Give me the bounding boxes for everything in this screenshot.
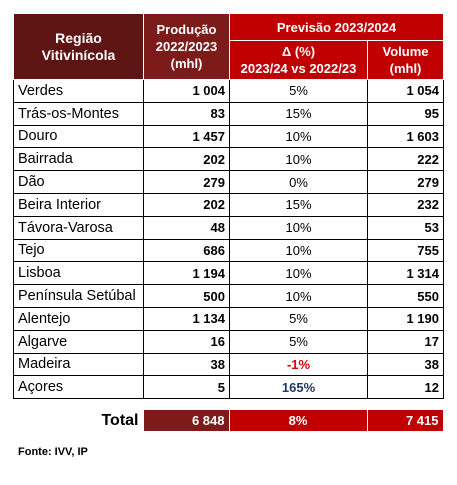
header-line: 2023/24 vs 2022/23 <box>240 61 357 76</box>
region-name: Bairrada <box>13 147 144 172</box>
total-change: 8% <box>228 409 368 432</box>
header-line: 2022/2023 <box>155 39 218 54</box>
production-value: 1 004 <box>143 79 230 103</box>
region-name: Távora-Varosa <box>13 215 144 240</box>
region-name: Verdes <box>13 79 144 103</box>
region-name: Algarve <box>13 329 144 354</box>
production-value: 202 <box>143 192 230 217</box>
data-table: Região Vitivinícola Produção 2022/2023 (mhl… <box>13 13 444 400</box>
production-value: 48 <box>143 215 230 240</box>
change-value: 5% <box>229 329 368 354</box>
volume-value: 1 190 <box>367 306 444 331</box>
table-row: Alentejo 1 134 5% 1 190 <box>13 306 444 331</box>
header-line: Δ (%) <box>281 44 316 59</box>
change-value: -1% <box>229 352 368 377</box>
production-value: 16 <box>143 329 230 354</box>
region-name: Lisboa <box>13 261 144 286</box>
table-row: Península Setúbal 500 10% 550 <box>13 284 444 308</box>
total-volume: 7 415 <box>366 409 444 432</box>
table-row: Verdes 1 004 5% 1 054 <box>13 79 444 103</box>
region-name: Açores <box>13 375 144 400</box>
table-row: Bairrada 202 10% 222 <box>13 147 444 172</box>
region-name: Trás-os-Montes <box>13 101 144 126</box>
volume-value: 755 <box>367 238 444 263</box>
header-volume: Volume (mhl) <box>367 40 444 80</box>
production-value: 202 <box>143 147 230 172</box>
header-region: Região Vitivinícola <box>13 13 144 80</box>
change-value: 10% <box>229 215 368 240</box>
change-value: 15% <box>229 192 368 217</box>
volume-value: 17 <box>367 329 444 354</box>
volume-value: 1 314 <box>367 261 444 286</box>
production-value: 686 <box>143 238 230 263</box>
production-value: 1 134 <box>143 306 230 331</box>
total-table: Total 6 848 8% 7 415 <box>13 409 444 432</box>
table-row: Trás-os-Montes 83 15% 95 <box>13 101 444 126</box>
volume-value: 95 <box>367 101 444 126</box>
table-row: Tejo 686 10% 755 <box>13 238 444 263</box>
production-value: 5 <box>143 375 230 400</box>
change-value: 5% <box>229 306 368 331</box>
table-row: Beira Interior 202 15% 232 <box>13 192 444 217</box>
header-line: Volume <box>382 44 429 59</box>
table-row: Dão 279 0% 279 <box>13 170 444 194</box>
production-value: 279 <box>143 170 230 194</box>
region-name: Península Setúbal <box>13 284 144 308</box>
change-value: 10% <box>229 284 368 308</box>
change-value: 15% <box>229 101 368 126</box>
production-value: 500 <box>143 284 230 308</box>
header-line: Produção <box>156 22 217 37</box>
change-value: 10% <box>229 147 368 172</box>
table-row: Algarve 16 5% 17 <box>13 329 444 354</box>
table-row: Madeira 38 -1% 38 <box>13 352 444 377</box>
region-name: Madeira <box>13 352 144 377</box>
production-value: 1 457 <box>143 124 230 149</box>
header-line: Vitivinícola <box>41 46 116 63</box>
production-value: 83 <box>143 101 230 126</box>
volume-value: 53 <box>367 215 444 240</box>
production-value: 38 <box>143 352 230 377</box>
change-value: 10% <box>229 261 368 286</box>
volume-value: 232 <box>367 192 444 217</box>
volume-value: 1 603 <box>367 124 444 149</box>
total-label: Total <box>101 411 139 429</box>
region-name: Tejo <box>13 238 144 263</box>
header-forecast: Previsão 2023/2024 <box>229 13 444 41</box>
region-name: Beira Interior <box>13 192 144 217</box>
volume-value: 550 <box>367 284 444 308</box>
volume-value: 12 <box>367 375 444 400</box>
header-change: Δ (%) 2023/24 vs 2022/23 <box>229 40 368 80</box>
header-line: (mhl) <box>170 56 203 71</box>
header-line: Região <box>55 29 102 46</box>
table-row: Douro 1 457 10% 1 603 <box>13 124 444 149</box>
table-row: Açores 5 165% 12 <box>13 375 444 400</box>
total-production: 6 848 <box>142 409 230 432</box>
change-value: 165% <box>229 375 368 400</box>
source-note: Fonte: IVV, IP <box>18 446 88 458</box>
header-line: (mhl) <box>389 61 422 76</box>
region-name: Dão <box>13 170 144 194</box>
table-body: Verdes 1 004 5% 1 054 Trás-os-Montes 83 15% 95 D… <box>13 79 444 400</box>
header-production: Produção 2022/2023 (mhl) <box>143 13 230 80</box>
volume-value: 1 054 <box>367 79 444 103</box>
table-row: Lisboa 1 194 10% 1 314 <box>13 261 444 286</box>
change-value: 10% <box>229 238 368 263</box>
volume-value: 222 <box>367 147 444 172</box>
change-value: 0% <box>229 170 368 194</box>
change-value: 5% <box>229 79 368 103</box>
volume-value: 279 <box>367 170 444 194</box>
production-value: 1 194 <box>143 261 230 286</box>
region-name: Douro <box>13 124 144 149</box>
table-row: Távora-Varosa 48 10% 53 <box>13 215 444 240</box>
region-name: Alentejo <box>13 306 144 331</box>
volume-value: 38 <box>367 352 444 377</box>
change-value: 10% <box>229 124 368 149</box>
